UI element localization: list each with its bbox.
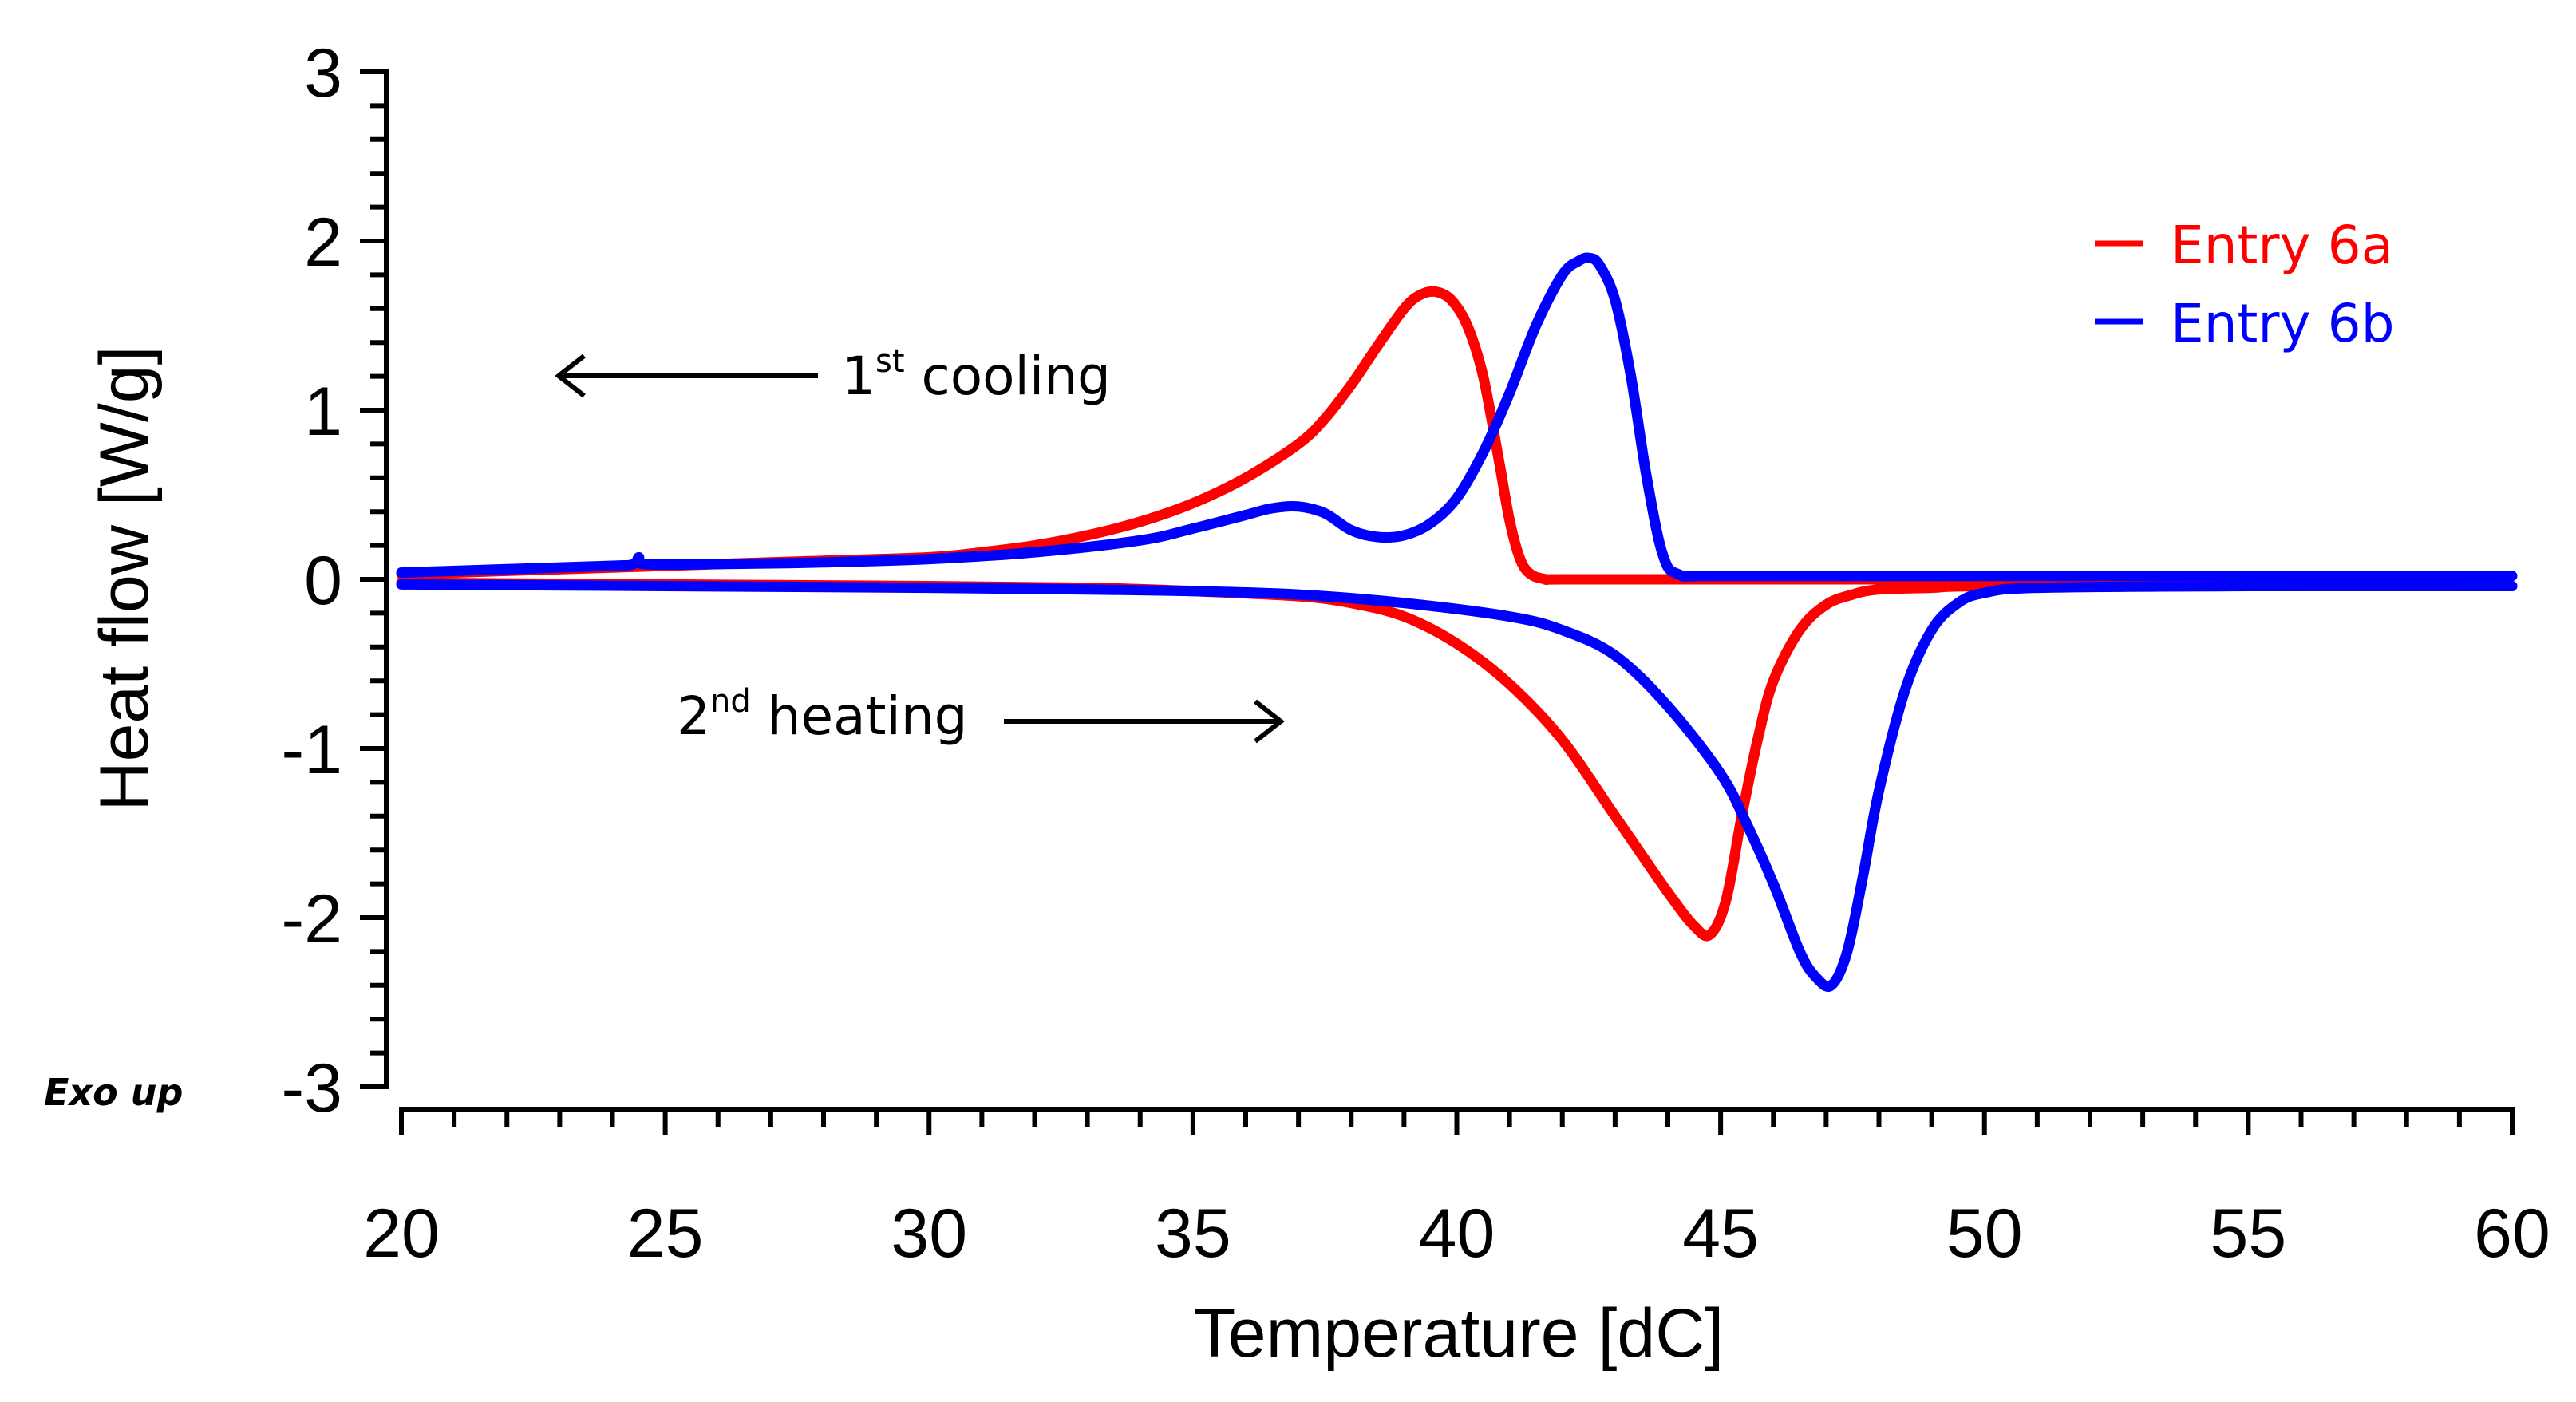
heating-arrow-head xyxy=(1254,699,1285,744)
cooling-label: 1st cooling xyxy=(842,343,1111,407)
y-tick-label: 1 xyxy=(304,373,342,450)
legend-label-entry-6b: Entry 6b xyxy=(2171,293,2394,354)
y-tick-label: -1 xyxy=(282,712,342,788)
x-axis-title: Temperature [dC] xyxy=(1194,1295,1724,1372)
x-tick-label: 35 xyxy=(1155,1195,1231,1272)
x-tick-label: 55 xyxy=(2211,1195,2287,1272)
heating-label-number: 2 xyxy=(677,685,710,747)
cooling-label-superscript: st xyxy=(875,343,905,380)
heating-annotation: 2nd heating xyxy=(677,683,1285,747)
y-tick-label: 0 xyxy=(304,543,342,619)
x-tick-label: 25 xyxy=(627,1195,704,1272)
heating-label-text: heating xyxy=(751,685,968,747)
heating-label: 2nd heating xyxy=(677,683,968,747)
y-axis-ticks: 3 2 1 0 -1 -2 -3 xyxy=(282,35,386,1127)
y-tick-label: -2 xyxy=(282,881,342,958)
series-line-entry-6a-2nd-heating xyxy=(396,577,2518,942)
cooling-label-number: 1 xyxy=(842,346,875,407)
y-tick-label: 2 xyxy=(304,204,342,281)
legend-label-entry-6a: Entry 6a xyxy=(2171,215,2393,276)
x-tick-label: 20 xyxy=(363,1195,440,1272)
x-tick-label: 30 xyxy=(891,1195,967,1272)
y-tick-label: -3 xyxy=(282,1050,342,1127)
x-tick-label: 60 xyxy=(2474,1195,2550,1272)
x-tick-label: 50 xyxy=(1946,1195,2023,1272)
x-tick-label: 45 xyxy=(1682,1195,1759,1272)
heating-label-superscript: nd xyxy=(710,683,751,720)
series-line-entry-6b-2nd-heating xyxy=(396,579,2518,992)
exo-up-label: Exo up xyxy=(44,1071,183,1114)
series-lines xyxy=(396,252,2518,992)
series-line-entry-6b-1st-cooling xyxy=(396,252,2518,582)
y-axis-title: Heat flow [W/g] xyxy=(86,346,163,811)
cooling-arrow-head xyxy=(555,353,586,398)
x-tick-label: 40 xyxy=(1419,1195,1495,1272)
cooling-label-text: cooling xyxy=(905,346,1111,407)
y-tick-label: 3 xyxy=(304,35,342,112)
x-axis-ticks: 20 25 30 35 40 45 50 55 60 xyxy=(363,1109,2550,1272)
cooling-annotation: 1st cooling xyxy=(555,343,1111,407)
series-line-entry-6a-1st-cooling xyxy=(396,286,2096,585)
legend: Entry 6a Entry 6b xyxy=(2095,215,2394,354)
